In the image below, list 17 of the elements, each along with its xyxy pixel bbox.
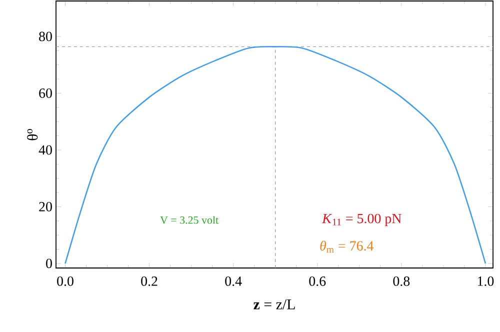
line-series [64,46,486,264]
x-tick-label: 0.6 [309,276,326,286]
y-axis-title: θ$^{o}$ [27,128,38,140]
y-tick-label: 20 [39,202,52,212]
y-tick-label: 40 [38,145,52,155]
x-tick-label: 0.4 [225,276,242,286]
y-tick-label: 60 [39,88,52,98]
annotation: V = 3.25 volt [160,216,218,224]
annotation: θ$_{m}$ = 76.4 [320,240,374,253]
annotation: K$_{11}$ = 5.00 pN [322,214,402,226]
x-tick-label: 0.0 [57,276,74,286]
y-tick-label: 80 [39,32,52,42]
x-axis-title: z = z/L [254,299,295,310]
x-tick-label: 1.0 [478,276,494,286]
x-tick-label: 0.8 [393,276,410,286]
x-tick-label: 0.2 [141,276,158,286]
y-tick-label: 0 [46,258,52,268]
